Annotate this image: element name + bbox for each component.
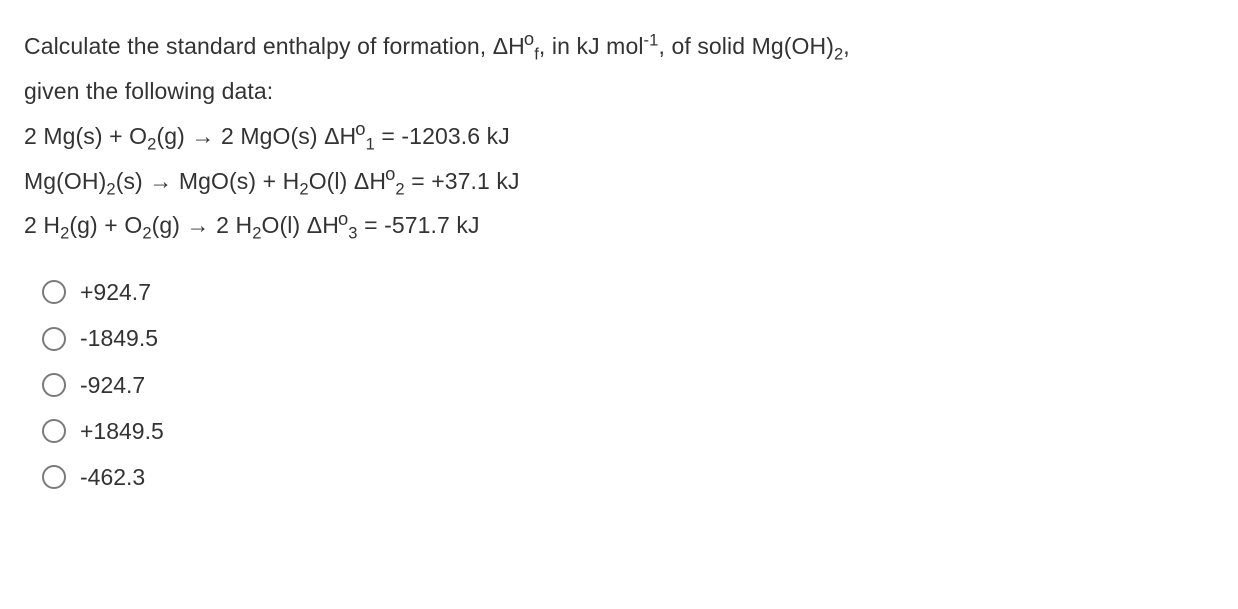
option-row[interactable]: -924.7 [42, 369, 1214, 401]
radio-icon[interactable] [42, 280, 66, 304]
option-row[interactable]: +924.7 [42, 276, 1214, 308]
radio-icon[interactable] [42, 327, 66, 351]
question-page: Calculate the standard enthalpy of forma… [0, 0, 1238, 531]
option-label: +1849.5 [80, 415, 164, 447]
option-label: -1849.5 [80, 322, 158, 354]
stem-line-2: given the following data: [24, 69, 1214, 114]
option-row[interactable]: +1849.5 [42, 415, 1214, 447]
stem-line-3: 2 Mg(s) + O2(g) → 2 MgO(s) ΔHo1 = -1203.… [24, 114, 1214, 159]
stem-line-4: Mg(OH)2(s) → MgO(s) + H2O(l) ΔHo2 = +37.… [24, 159, 1214, 204]
question-stem: Calculate the standard enthalpy of forma… [24, 24, 1214, 248]
radio-icon[interactable] [42, 465, 66, 489]
stem-line-5: 2 H2(g) + O2(g) → 2 H2O(l) ΔHo3 = -571.7… [24, 203, 1214, 248]
option-row[interactable]: -1849.5 [42, 322, 1214, 354]
stem-line-1: Calculate the standard enthalpy of forma… [24, 24, 1214, 69]
option-label: +924.7 [80, 276, 151, 308]
option-label: -462.3 [80, 461, 145, 493]
option-label: -924.7 [80, 369, 145, 401]
option-row[interactable]: -462.3 [42, 461, 1214, 493]
radio-icon[interactable] [42, 419, 66, 443]
radio-icon[interactable] [42, 373, 66, 397]
options-group: +924.7 -1849.5 -924.7 +1849.5 -462.3 [24, 276, 1214, 493]
